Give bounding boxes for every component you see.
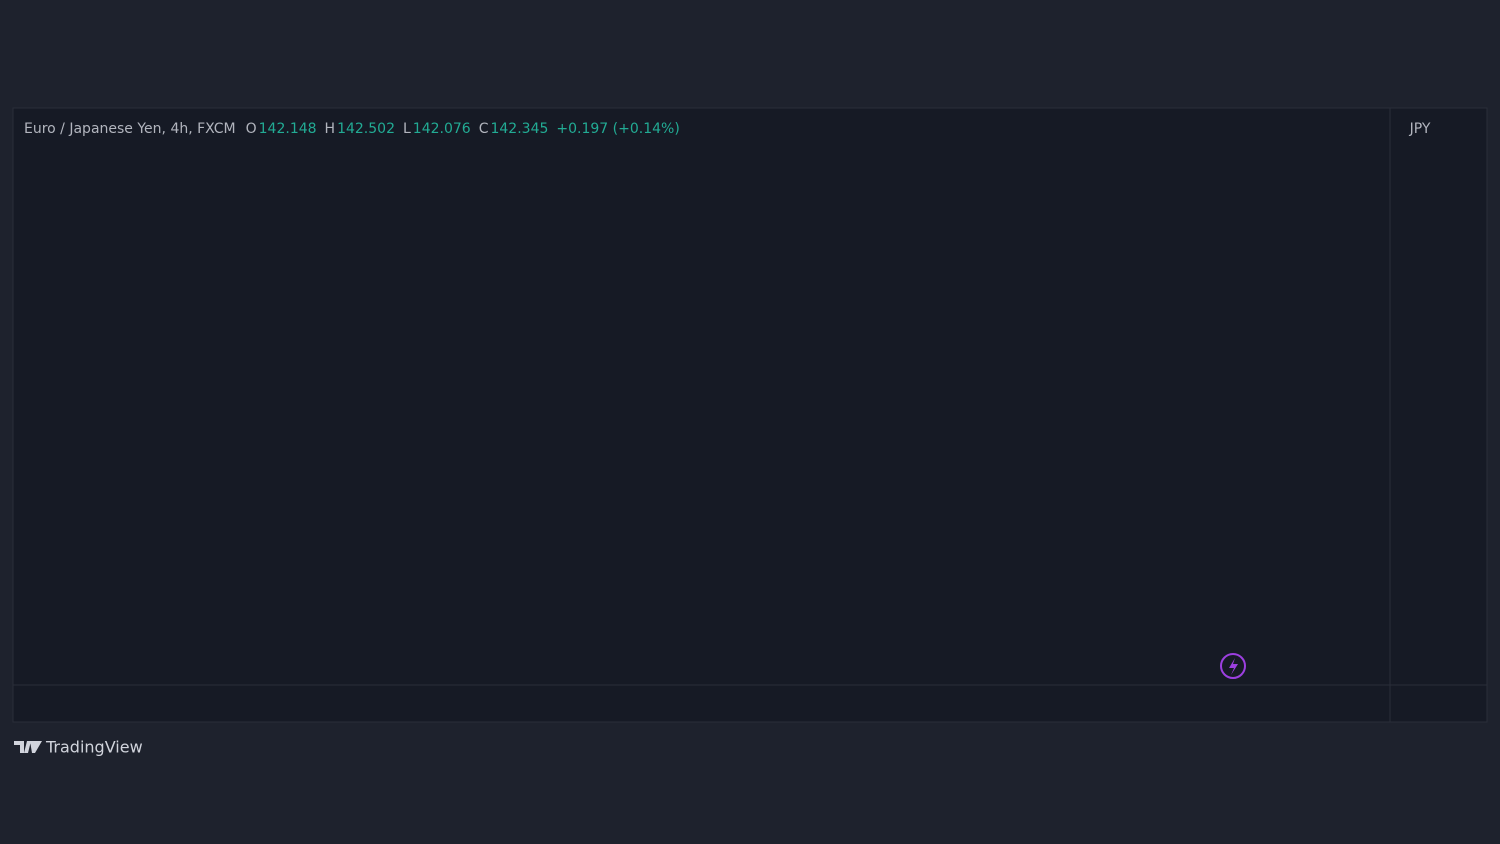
legend-value: 142.502 <box>337 121 395 137</box>
legend-change: +0.197 (+0.14%) <box>556 121 680 137</box>
legend-value: 142.148 <box>258 121 317 137</box>
chart-panel <box>12 107 1488 723</box>
currency: JPY <box>1409 121 1431 137</box>
legend-key: C <box>478 121 489 137</box>
legend-key: H <box>324 121 336 137</box>
brand: TradingView <box>45 738 143 757</box>
legend-title: Euro / Japanese Yen, 4h, FXCM <box>24 121 236 137</box>
legend-value: 142.345 <box>490 121 549 137</box>
legend: Euro / Japanese Yen, 4h, FXCM O 142.148 H 14… <box>24 121 688 137</box>
brand-logo <box>14 741 42 753</box>
legend-key: L <box>402 121 411 137</box>
legend-value: 142.076 <box>412 121 471 137</box>
alert-icon[interactable] <box>1220 653 1246 679</box>
alert-bolt <box>1229 658 1238 675</box>
legend-key: O <box>245 121 257 137</box>
